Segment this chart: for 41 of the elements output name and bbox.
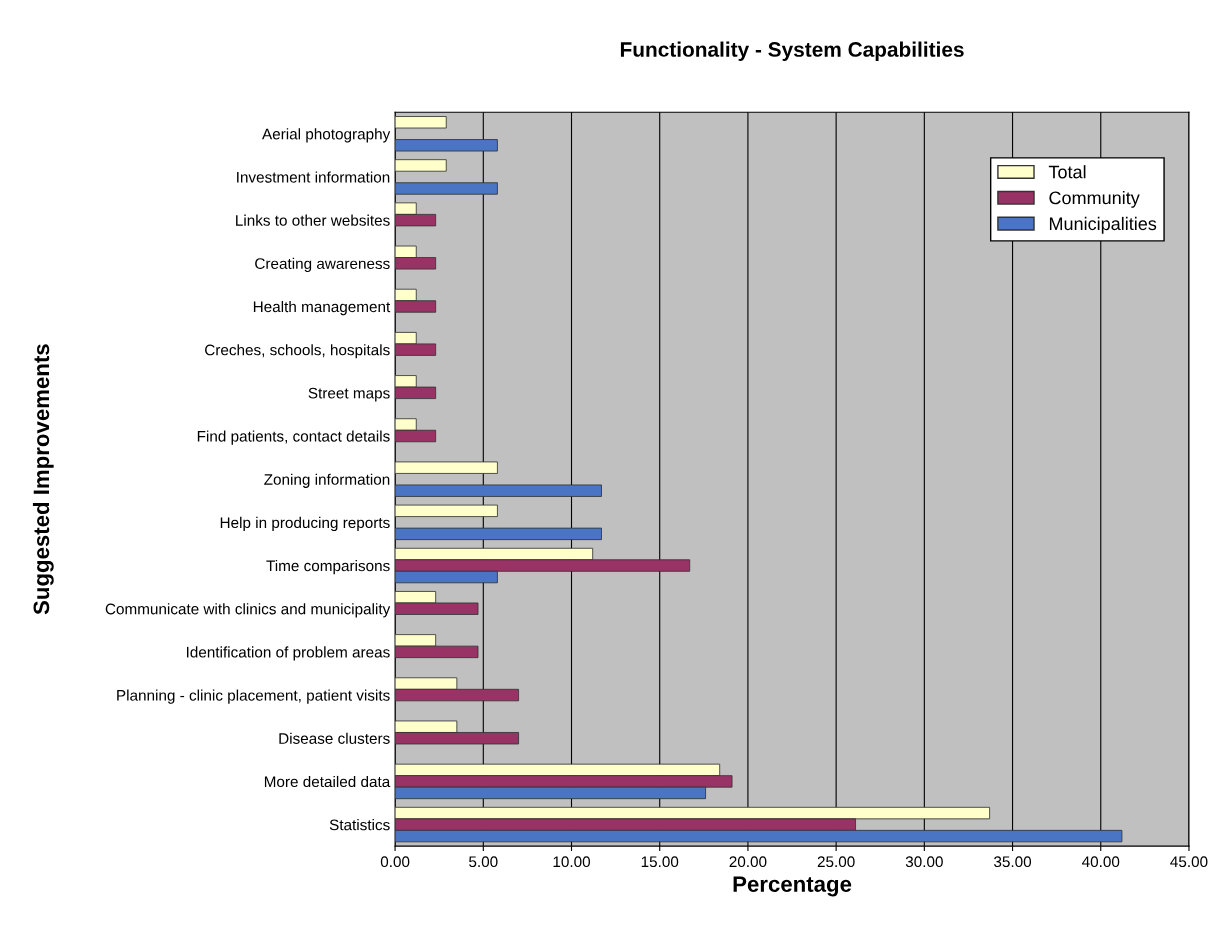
x-tick-label: 35.00 xyxy=(994,856,1032,868)
y-tick-label: Street maps xyxy=(308,387,390,402)
x-tick-label: 40.00 xyxy=(1081,856,1120,868)
y-tick-label: Investment information xyxy=(237,171,390,183)
y-tick-label: Find patients, contact details xyxy=(197,430,390,445)
bar xyxy=(395,461,498,474)
y-tick-label: Links to other websites xyxy=(236,214,390,226)
x-tick-label: 15.00 xyxy=(641,856,679,868)
y-tick-label: More detailed data xyxy=(264,775,391,788)
x-tick-label: 20.00 xyxy=(729,856,767,868)
y-tick-label: Disease clusters xyxy=(279,732,390,744)
bar xyxy=(395,116,447,129)
y-tick-label: Communicate with clinics and municipality xyxy=(105,603,391,618)
chart-title: Functionality - System Capabilities xyxy=(620,41,964,61)
x-tick-label: 30.00 xyxy=(905,856,943,868)
y-tick-label: Time comparisons xyxy=(266,560,390,575)
x-axis-title: Percentage xyxy=(733,876,852,897)
x-tick-label: 45.00 xyxy=(1170,856,1208,868)
legend-label: Community xyxy=(1049,191,1140,208)
bar xyxy=(395,182,498,195)
bar xyxy=(395,484,602,497)
bar xyxy=(395,527,602,541)
x-tick-label: 25.00 xyxy=(817,856,855,868)
y-tick-label: Planning - clinic placement, patient visits xyxy=(117,689,390,704)
x-tick-label: 5.00 xyxy=(469,856,498,868)
legend-label: Total xyxy=(1048,165,1086,179)
x-tick-label: 10.00 xyxy=(553,856,591,868)
y-tick-label: Zoning information xyxy=(264,473,390,488)
x-tick-label: 0.00 xyxy=(380,856,410,868)
y-tick-label: Creches, schools, hospitals xyxy=(205,344,390,359)
legend-label: Municipalities xyxy=(1049,216,1157,234)
bar xyxy=(395,504,498,518)
y-tick-label: Aerial photography xyxy=(262,128,391,143)
y-axis-title: Suggested Improvements xyxy=(32,344,54,615)
y-tick-label: Help in producing reports xyxy=(220,516,390,532)
y-tick-label: Identification of problem areas xyxy=(186,646,390,661)
y-tick-label: Creating awareness xyxy=(255,257,390,273)
bar xyxy=(395,139,498,152)
bar xyxy=(395,159,447,172)
y-tick-label: Statistics xyxy=(329,819,390,831)
y-tick-label: Health management xyxy=(253,300,391,316)
